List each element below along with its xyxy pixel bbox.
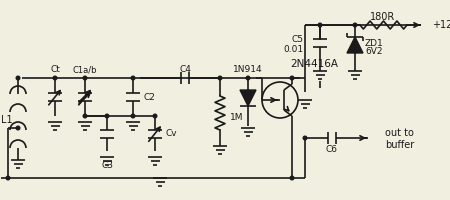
Text: L1: L1	[1, 115, 13, 125]
Polygon shape	[347, 37, 363, 53]
Circle shape	[353, 23, 357, 27]
Text: 6V2: 6V2	[365, 47, 382, 56]
Circle shape	[16, 126, 20, 130]
Text: out to: out to	[385, 128, 414, 138]
Text: C1a/b: C1a/b	[73, 66, 97, 74]
Circle shape	[53, 76, 57, 80]
Text: C3: C3	[101, 162, 113, 170]
Circle shape	[83, 76, 87, 80]
Circle shape	[246, 76, 250, 80]
Text: +12V: +12V	[432, 20, 450, 30]
Text: 2N4416A: 2N4416A	[290, 59, 338, 69]
Circle shape	[303, 136, 307, 140]
Text: ZD1: ZD1	[365, 38, 384, 47]
Circle shape	[6, 176, 10, 180]
Text: 0.01: 0.01	[284, 45, 304, 53]
Text: buffer: buffer	[385, 140, 414, 150]
Text: 1M: 1M	[230, 114, 243, 122]
Circle shape	[218, 76, 222, 80]
Text: Ct: Ct	[50, 66, 60, 74]
Circle shape	[318, 23, 322, 27]
Text: C5: C5	[292, 36, 304, 45]
Text: 1N914: 1N914	[233, 66, 263, 74]
Circle shape	[290, 76, 294, 80]
Text: C6: C6	[326, 144, 338, 154]
Circle shape	[153, 114, 157, 118]
Text: 180R: 180R	[370, 12, 396, 22]
Circle shape	[83, 114, 87, 118]
Text: C2: C2	[144, 94, 156, 102]
Circle shape	[131, 114, 135, 118]
Text: C4: C4	[179, 64, 191, 73]
Circle shape	[16, 76, 20, 80]
Polygon shape	[240, 90, 256, 106]
Text: Cv: Cv	[166, 130, 178, 138]
Circle shape	[131, 76, 135, 80]
Circle shape	[290, 176, 294, 180]
Circle shape	[105, 114, 109, 118]
